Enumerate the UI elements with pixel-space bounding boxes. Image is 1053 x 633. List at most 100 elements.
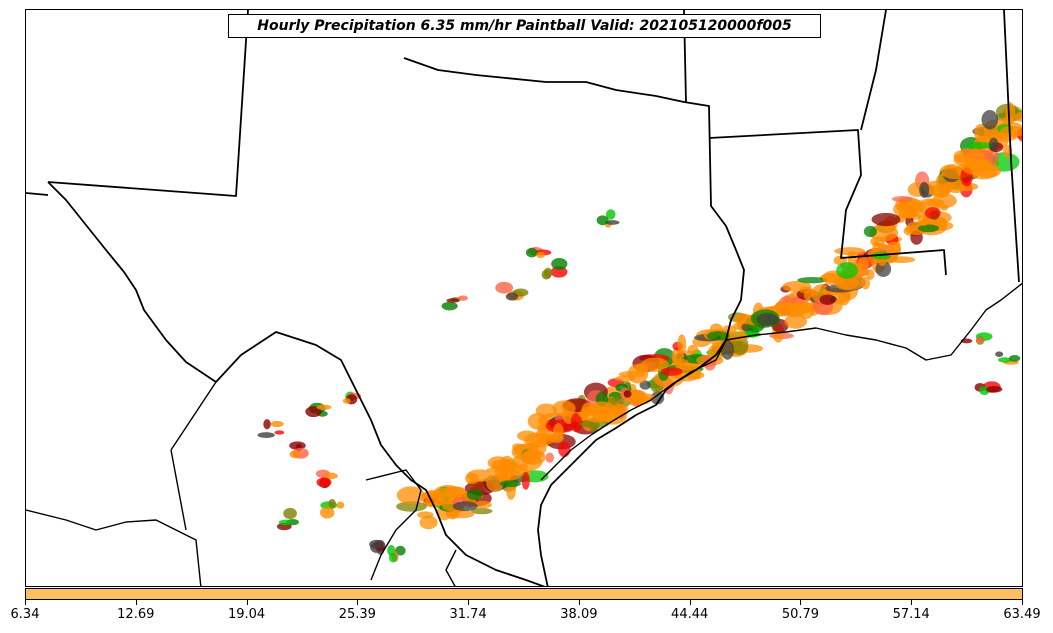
precip-blob <box>473 500 492 509</box>
precipitation-blobs <box>257 102 1022 563</box>
mexico-boundary <box>26 381 457 586</box>
precip-blob <box>388 552 398 563</box>
precip-blob <box>871 212 901 227</box>
precip-blob <box>997 357 1012 363</box>
precip-blob <box>505 292 519 301</box>
precip-blob <box>857 255 869 272</box>
precip-blob <box>466 469 493 482</box>
precip-blob <box>1014 111 1022 122</box>
precip-blob <box>985 385 1003 393</box>
state-line-ar-la <box>708 129 947 276</box>
precip-blob <box>799 286 813 294</box>
louisiana-coast <box>725 282 1022 361</box>
precip-blob <box>988 137 999 152</box>
precip-blob <box>342 398 351 404</box>
state-line-ms <box>860 10 1020 283</box>
precip-blob <box>274 430 285 435</box>
colorbar-tick <box>911 600 913 605</box>
colorbar-tick-label: 63.49 <box>1003 607 1041 622</box>
precip-blob <box>441 301 458 311</box>
precip-blob <box>336 501 345 509</box>
precip-blob <box>283 507 297 519</box>
precip-blob <box>892 195 913 203</box>
precip-blob <box>869 224 899 242</box>
map-panel <box>25 9 1023 587</box>
precipitation-map <box>26 10 1022 586</box>
precip-blob <box>396 501 427 512</box>
precip-blob <box>706 331 730 341</box>
colorbar-tick-label: 38.09 <box>560 607 598 622</box>
precip-blob <box>444 486 468 499</box>
precip-blob <box>819 294 836 305</box>
precip-blob <box>316 404 332 410</box>
precip-blob <box>519 443 540 450</box>
precip-blob <box>486 467 508 474</box>
precip-blob <box>257 432 275 438</box>
precip-blob <box>551 257 568 270</box>
precip-blob <box>289 450 301 459</box>
colorbar-tick-label: 31.74 <box>449 607 487 622</box>
precip-blob <box>525 247 538 258</box>
precip-blob <box>323 472 338 480</box>
precip-blob <box>929 184 951 198</box>
precip-blob <box>995 351 1004 357</box>
colorbar-tick-label: 25.39 <box>338 607 376 622</box>
precip-blob <box>917 224 940 233</box>
precip-blob <box>305 406 322 418</box>
precip-blob <box>278 519 293 526</box>
precip-blob <box>558 441 571 458</box>
precip-blob <box>270 420 284 428</box>
precip-blob <box>919 181 930 198</box>
precip-blob <box>536 251 546 259</box>
precip-blob <box>499 480 521 488</box>
precip-blob <box>466 489 483 500</box>
precip-blob <box>520 449 546 465</box>
colorbar-tick <box>1022 600 1023 605</box>
colorbar <box>25 588 1023 600</box>
precip-blob <box>316 477 332 488</box>
precip-blob <box>369 539 385 549</box>
precip-blob <box>756 312 778 327</box>
precip-blob <box>635 362 649 374</box>
precip-blob <box>836 262 858 279</box>
precip-blob <box>605 209 616 220</box>
precip-blob <box>627 389 644 396</box>
map-title: Hourly Precipitation 6.35 mm/hr Paintbal… <box>228 14 821 38</box>
precip-blob <box>263 419 271 430</box>
colorbar-tick-label: 12.69 <box>117 607 155 622</box>
precip-blob <box>552 400 576 417</box>
precip-blob <box>924 207 941 219</box>
colorbar-tick-label: 50.79 <box>781 607 820 622</box>
precip-blob <box>976 337 984 343</box>
colorbar-tick <box>246 600 248 605</box>
colorbar-tick <box>357 600 359 605</box>
precip-blob <box>898 199 927 213</box>
precip-blob <box>605 220 620 225</box>
precip-blob <box>965 142 994 149</box>
texas-boundary <box>47 10 745 586</box>
precip-blob <box>917 213 929 226</box>
precip-blob <box>866 269 875 280</box>
colorbar-tick <box>468 600 470 605</box>
precip-blob <box>419 515 438 530</box>
precip-blob <box>861 276 870 290</box>
precip-blob <box>974 123 989 142</box>
precip-blob <box>452 501 478 512</box>
precip-blob <box>521 471 530 490</box>
precip-blob <box>836 276 859 290</box>
precip-blob <box>887 256 916 264</box>
precip-blob <box>570 412 583 433</box>
colorbar-tick <box>578 600 580 605</box>
precip-blob <box>319 506 335 519</box>
precip-blob <box>541 269 552 280</box>
colorbar-tick <box>689 600 691 605</box>
precip-blob <box>596 215 609 226</box>
precip-blob <box>940 204 949 211</box>
colorbar-tick-label: 6.34 <box>10 607 40 622</box>
precip-blob <box>446 509 475 519</box>
precip-blob <box>396 486 425 505</box>
precip-blob <box>784 313 808 329</box>
precip-blob <box>495 281 514 294</box>
precip-blob <box>875 261 892 277</box>
precip-blob <box>328 498 336 509</box>
